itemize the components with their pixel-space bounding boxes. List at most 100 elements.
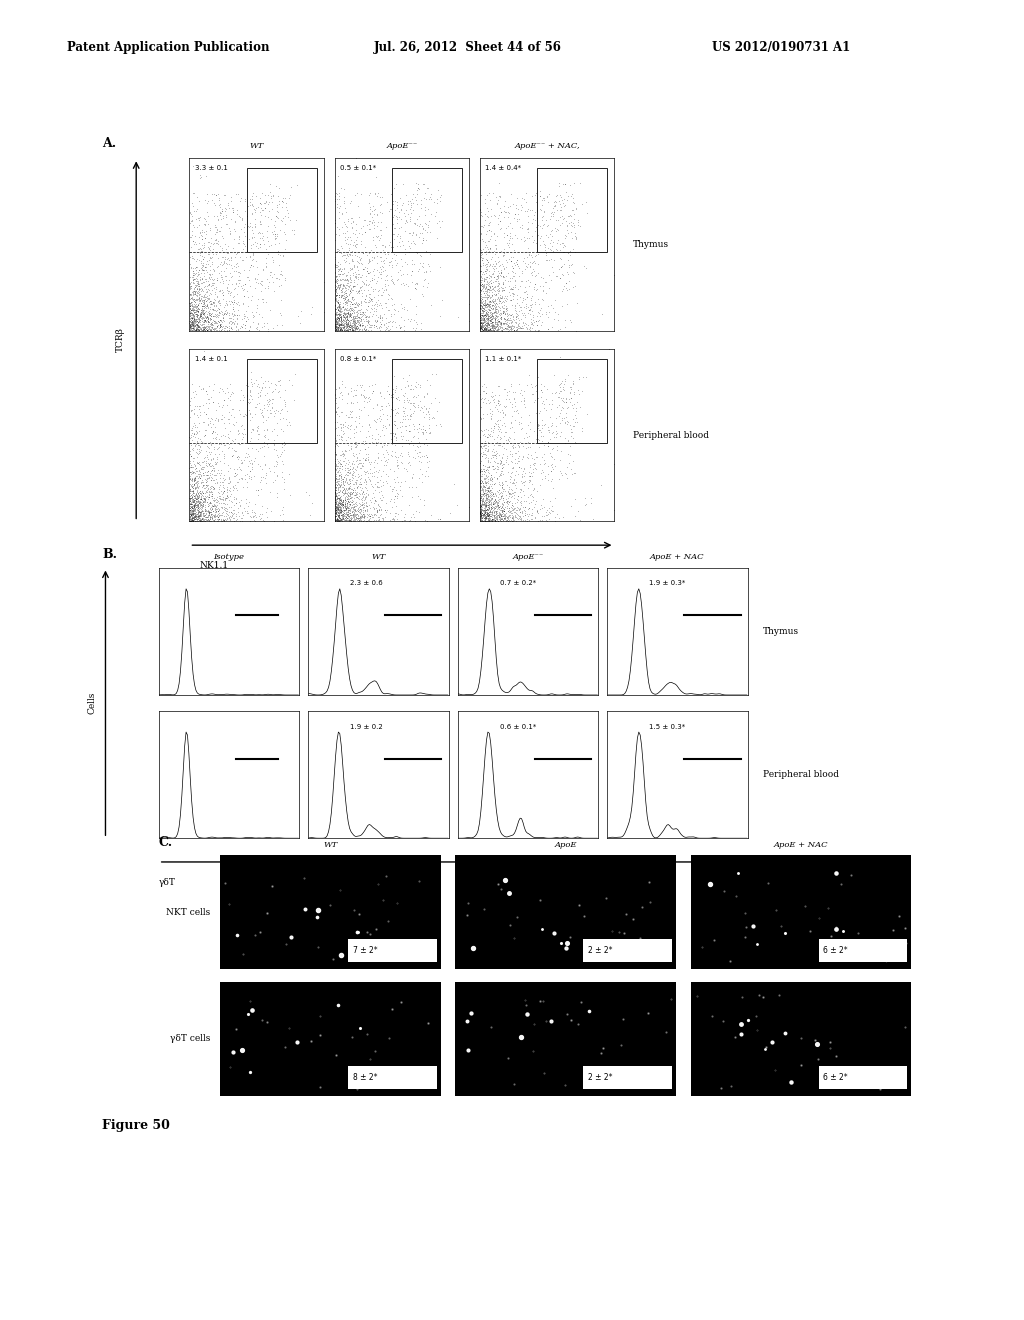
Text: Peripheral blood: Peripheral blood: [633, 430, 709, 440]
Point: [261, 201, 278, 222]
Point: [401, 198, 418, 219]
Point: [207, 465, 223, 486]
Point: [260, 230, 276, 251]
Point: [482, 392, 499, 413]
Point: [261, 261, 278, 282]
Point: [482, 306, 499, 327]
Point: [331, 309, 347, 330]
Point: [221, 308, 238, 329]
Point: [375, 251, 391, 272]
Point: [343, 482, 359, 503]
Point: [471, 507, 487, 528]
Point: [188, 297, 205, 318]
Point: [205, 455, 221, 477]
Point: [373, 396, 389, 417]
Point: [251, 304, 267, 325]
Point: [494, 506, 510, 527]
Point: [349, 499, 366, 520]
Point: [201, 494, 217, 515]
Point: [333, 429, 349, 450]
Point: [486, 500, 503, 521]
Point: [387, 446, 403, 467]
Point: [257, 467, 273, 488]
Point: [341, 306, 357, 327]
Point: [206, 312, 222, 333]
Point: [501, 317, 517, 338]
Point: [482, 502, 499, 523]
Point: [238, 314, 254, 335]
Point: [479, 506, 496, 527]
Point: [346, 313, 362, 334]
Point: [485, 416, 502, 437]
Point: [184, 492, 201, 513]
Point: [495, 301, 511, 322]
Point: [339, 298, 355, 319]
Point: [232, 508, 249, 529]
Point: [359, 446, 376, 467]
Point: [345, 490, 361, 511]
Point: [338, 306, 354, 327]
Point: [492, 506, 508, 527]
Point: [509, 399, 525, 420]
Point: [373, 211, 389, 232]
Point: [481, 300, 498, 321]
Point: [186, 315, 203, 337]
Point: [346, 504, 362, 525]
Point: [356, 507, 373, 528]
Point: [341, 503, 357, 524]
Point: [332, 458, 348, 479]
Point: [332, 317, 348, 338]
Text: 1.5 ± 0.3*: 1.5 ± 0.3*: [649, 723, 685, 730]
Point: [480, 510, 497, 531]
Point: [345, 310, 361, 331]
Point: [334, 319, 350, 341]
Point: [472, 305, 488, 326]
Point: [271, 446, 288, 467]
Point: [341, 506, 357, 527]
Point: [340, 318, 356, 339]
Point: [227, 319, 244, 341]
Point: [218, 269, 234, 290]
Point: [389, 455, 406, 477]
Point: [557, 371, 573, 392]
Point: [189, 504, 206, 525]
Point: [488, 268, 505, 289]
Point: [227, 465, 244, 486]
Point: [532, 276, 549, 297]
Point: [258, 462, 274, 483]
Point: [483, 498, 500, 519]
Point: [489, 310, 506, 331]
Point: [184, 210, 201, 231]
Point: [345, 474, 361, 495]
Point: [331, 469, 347, 490]
Point: [493, 218, 509, 239]
Point: [340, 315, 356, 337]
Point: [478, 313, 495, 334]
Point: [226, 428, 243, 449]
Point: [479, 511, 496, 532]
Point: [529, 314, 546, 335]
Point: [500, 232, 516, 253]
Point: [538, 282, 554, 304]
Point: [523, 285, 540, 306]
Point: [386, 414, 402, 436]
Point: [476, 294, 493, 315]
Point: [474, 477, 490, 498]
Point: [234, 239, 251, 260]
Point: [515, 302, 531, 323]
Point: [224, 198, 241, 219]
Point: [259, 389, 275, 411]
Point: [500, 453, 516, 474]
Point: [482, 315, 499, 337]
Point: [474, 289, 490, 310]
Point: [196, 426, 212, 447]
Point: [366, 409, 382, 430]
Point: [378, 492, 394, 513]
Point: [276, 478, 293, 499]
Point: [344, 496, 360, 517]
Point: [343, 504, 359, 525]
Point: [543, 269, 559, 290]
Point: [477, 280, 494, 301]
Point: [524, 252, 541, 273]
Point: [504, 510, 520, 531]
